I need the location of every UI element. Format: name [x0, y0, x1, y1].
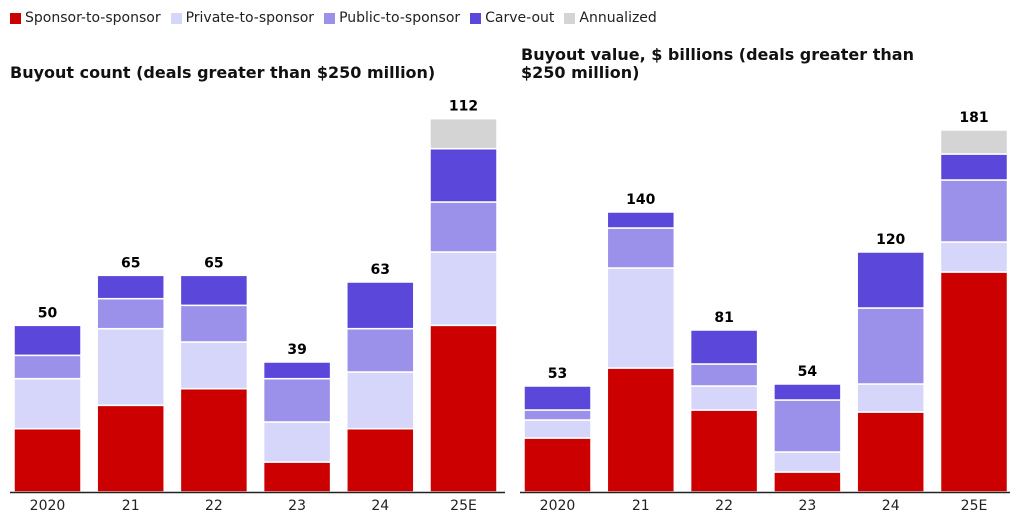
bar-segment [689, 363, 759, 387]
legend-label: Sponsor-to-sponsor [25, 10, 161, 26]
bar-segment [262, 461, 332, 493]
total-label: 50 [38, 305, 58, 321]
total-label: 53 [548, 366, 567, 382]
total-label: 181 [959, 110, 988, 126]
bar-segment [13, 427, 82, 493]
legend-item: Annualized [564, 10, 657, 26]
bar-segment [96, 297, 165, 330]
bar-segment [429, 251, 498, 327]
x-tick-label: 22 [205, 498, 223, 514]
bar-segment [856, 383, 925, 413]
bar-segment [606, 227, 676, 269]
bar-segment [606, 211, 676, 229]
bar-segment [346, 371, 415, 430]
bar-segment [939, 129, 1009, 155]
bar-segment [689, 329, 759, 365]
bar-segment [96, 327, 165, 407]
x-tick-label: 24 [371, 498, 389, 514]
total-label: 120 [876, 232, 905, 248]
bar-segment [773, 471, 842, 493]
x-tick-label: 22 [715, 498, 733, 514]
bar-segment [96, 274, 165, 300]
bar-segment [606, 267, 676, 369]
legend-item: Sponsor-to-sponsor [10, 10, 161, 26]
legend-swatch [10, 12, 21, 24]
bar-segment [346, 327, 415, 373]
bar-segment [773, 451, 842, 473]
legend-swatch [170, 12, 182, 24]
legend-swatch [470, 12, 482, 24]
bar-segment [939, 241, 1009, 273]
legend: Sponsor-to-sponsor Private-to-sponsor Publ… [10, 10, 657, 26]
x-tick-label: 2020 [540, 498, 576, 514]
x-tick-label: 24 [882, 498, 900, 514]
bar-segment [262, 421, 332, 463]
bar-segment [346, 427, 415, 493]
bar-segment [856, 251, 925, 309]
legend-swatch [324, 12, 336, 24]
total-label: 112 [449, 99, 478, 115]
x-tick-label: 21 [122, 498, 140, 514]
bar-segment [179, 387, 249, 493]
total-label: 140 [626, 192, 655, 208]
legend-label: Annualized [579, 10, 657, 26]
bar-segment [523, 437, 592, 493]
bar-segment [939, 271, 1009, 493]
bar-segment [179, 304, 249, 343]
x-tick-label: 2020 [30, 498, 66, 514]
bar-segment [523, 385, 592, 411]
legend-swatch [564, 12, 576, 24]
bar-segment [773, 383, 842, 401]
bar-segment [689, 385, 759, 411]
x-tick-label: 25E [450, 498, 477, 514]
x-tick-label: 25E [961, 498, 988, 514]
bar-segment [429, 147, 498, 203]
total-label: 39 [287, 342, 306, 358]
bar-segment [262, 377, 332, 423]
bar-segment [346, 281, 415, 330]
total-label: 65 [204, 255, 223, 271]
bar-segment [429, 201, 498, 253]
bar-segment [179, 341, 249, 390]
total-label: 63 [371, 262, 390, 278]
legend-item: Private-to-sponsor [170, 10, 315, 26]
bar-segment [179, 274, 249, 307]
bar-segment [606, 367, 676, 493]
bar-segment [689, 409, 759, 493]
bar-segment [523, 419, 592, 439]
bar-segment [262, 361, 332, 380]
bar-segment [856, 411, 925, 493]
x-tick-label: 23 [798, 498, 816, 514]
bar-segment [773, 399, 842, 453]
bar-segment [939, 153, 1009, 181]
bar-segment [429, 324, 498, 493]
bar-segment [13, 354, 82, 380]
x-tick-label: 23 [288, 498, 306, 514]
bar-segment [429, 117, 498, 150]
legend-label: Carve-out [485, 10, 555, 26]
bar-segment [13, 377, 82, 430]
bar-segment [523, 409, 592, 421]
legend-label: Public-to-sponsor [339, 10, 461, 26]
legend-item: Carve-out [470, 10, 554, 26]
bar-segment [13, 324, 82, 357]
bar-segment [96, 404, 165, 493]
chart-title: Buyout value, $ billions (deals greater … [521, 45, 914, 82]
legend-label: Private-to-sponsor [185, 10, 315, 26]
bar-segment [939, 179, 1009, 243]
x-tick-label: 21 [632, 498, 650, 514]
total-label: 54 [798, 364, 818, 380]
legend-item: Public-to-sponsor [324, 10, 460, 26]
chart-title: Buyout count (deals greater than $250 mi… [10, 63, 436, 82]
total-label: 81 [714, 310, 733, 326]
bar-segment [856, 307, 925, 385]
total-label: 65 [121, 255, 140, 271]
